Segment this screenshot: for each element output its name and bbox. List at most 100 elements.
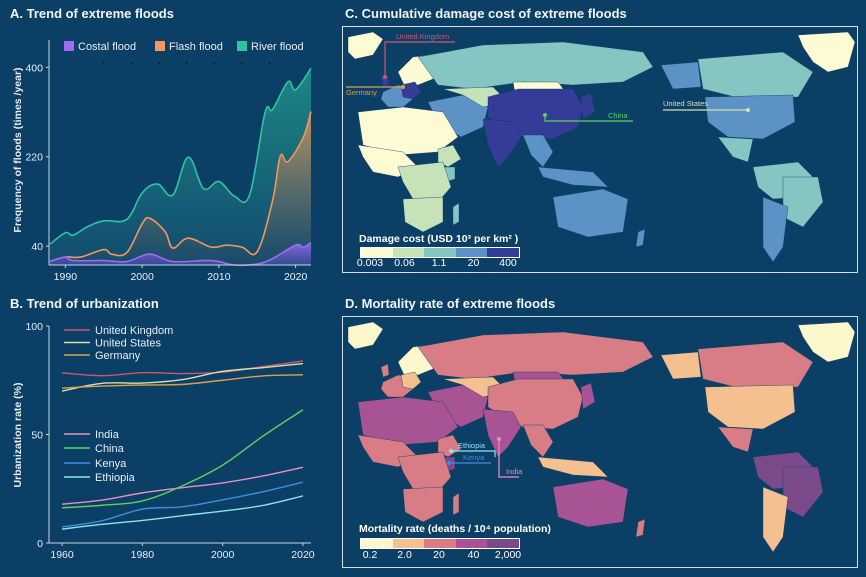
x-tick-label: 1960	[50, 549, 74, 561]
legend-title: Mortality rate (deaths / 10⁴ population)	[359, 523, 551, 535]
legend-label: India	[95, 429, 120, 441]
line-kenya	[61, 481, 304, 528]
country-indonesia	[537, 166, 609, 188]
legend-label: Costal flood	[78, 41, 136, 53]
country-uk	[380, 73, 390, 88]
color-scale-segment	[361, 248, 393, 257]
country-greenland-east	[797, 31, 856, 73]
x-tick-label: 2000	[130, 271, 154, 283]
leader-dot	[447, 461, 451, 465]
annotation-kenya: Kenya	[447, 453, 491, 465]
y-tick-label: 220	[25, 152, 43, 164]
annotation-united-kingdom: United Kingdom	[383, 32, 455, 79]
y-tick-label: 40	[31, 241, 43, 253]
color-scale-segment	[392, 248, 425, 257]
legend-label: Kenya	[95, 458, 127, 470]
color-scale-bar	[360, 538, 520, 549]
color-scale-tick-label: 1.1	[431, 257, 447, 269]
country-greenland-east	[797, 321, 856, 363]
country-japan	[580, 92, 596, 120]
color-scale-tick-label: 0.2	[362, 549, 378, 561]
country-japan	[580, 382, 596, 410]
color-scale-segment	[487, 539, 519, 548]
annotation-label: Kenya	[463, 453, 485, 462]
annotation-label: Germany	[346, 88, 377, 97]
color-scale-segment	[455, 539, 488, 548]
annotation-ethiopia: Ethiopia	[449, 441, 496, 457]
leader-dot	[543, 113, 547, 117]
world-map: Ethiopia Kenya India	[347, 321, 856, 553]
annotation-india: India	[497, 437, 523, 478]
line-china	[62, 409, 304, 509]
annotation-label: United Kingdom	[396, 32, 449, 41]
y-axis-label: Urbanization rate (%)	[12, 382, 24, 487]
color-scale-segment	[455, 248, 488, 257]
color-scale-segment	[424, 248, 456, 257]
line-united-states	[61, 362, 304, 392]
color-scale-tick-label: 2.0	[397, 549, 412, 561]
line-flash-flood	[49, 111, 312, 263]
x-tick-label: 2020	[284, 271, 308, 283]
country-usa	[704, 94, 796, 140]
country-canada	[697, 341, 814, 390]
country-uk	[380, 363, 390, 378]
country-africa-central	[397, 161, 452, 203]
leader-line	[451, 450, 496, 457]
x-tick-label: 2010	[207, 271, 231, 283]
urbanization-chart: 0 50 100 1960 1980 2000 2020 Urbanization rate…	[12, 321, 315, 561]
legend-swatch	[155, 41, 165, 51]
country-australia	[552, 478, 629, 528]
annotation-label: India	[506, 467, 523, 476]
leader-dot	[497, 437, 501, 441]
country-se-asia	[522, 424, 554, 458]
color-scale-segment	[487, 248, 519, 257]
marker-dot	[241, 62, 243, 64]
area-river-flood	[50, 68, 311, 266]
country-africa-south	[402, 196, 444, 233]
annotation-germany: Germany	[346, 85, 405, 97]
x-tick-label: 2020	[291, 549, 315, 561]
legend-label: China	[95, 443, 125, 455]
country-africa-central	[397, 451, 452, 493]
color-scale-tick-label: 0.06	[394, 257, 415, 269]
line-river-flood	[49, 67, 312, 245]
leader-dot	[401, 85, 405, 89]
country-indonesia	[537, 456, 609, 478]
country-se-asia	[522, 134, 554, 168]
country-russia	[417, 41, 654, 90]
panel-c-title: C. Cumulative damage cost of extreme flo…	[345, 6, 627, 21]
country-madagascar	[452, 202, 460, 226]
y-tick-label: 400	[25, 62, 43, 74]
annotation-label: China	[608, 111, 628, 120]
country-greenland	[347, 31, 384, 60]
color-scale-ticks: 0.003 0.06 1.1 20 400	[356, 257, 518, 271]
panel-d-title: D. Mortality rate of extreme floods	[345, 296, 556, 311]
color-scale-segment	[392, 539, 425, 548]
area-flash-flood	[50, 111, 311, 265]
marker-dot	[268, 62, 271, 64]
country-alaska	[660, 351, 702, 380]
legend-label: Flash flood	[169, 41, 223, 53]
legend-swatch	[64, 41, 74, 51]
panel-a-title: A. Trend of extreme floods	[10, 6, 174, 21]
legend-title: Damage cost (USD 10³ per km² )	[359, 233, 519, 245]
x-tick-label: 1990	[54, 271, 78, 283]
country-australia	[552, 188, 629, 238]
country-south-america-south	[762, 486, 789, 553]
country-india	[482, 118, 522, 168]
annotation-label: Ethiopia	[458, 441, 486, 450]
line-costal-flood	[49, 241, 312, 267]
country-madagascar	[452, 492, 460, 516]
color-scale-tick-label: 20	[433, 549, 445, 561]
leader-dot	[449, 449, 453, 453]
legend-swatch	[237, 41, 247, 51]
color-scale-tick-label: 0.003	[356, 257, 384, 269]
annotation-united-states: United States	[663, 99, 750, 112]
color-scale-tick-label: 2,000	[494, 549, 522, 561]
marker-dot	[158, 62, 160, 64]
y-tick-label: 100	[25, 321, 43, 333]
legend-label: Germany	[95, 350, 141, 362]
country-mexico	[717, 136, 754, 163]
color-scale-tick-label: 40	[467, 549, 480, 561]
country-brazil	[782, 466, 824, 518]
